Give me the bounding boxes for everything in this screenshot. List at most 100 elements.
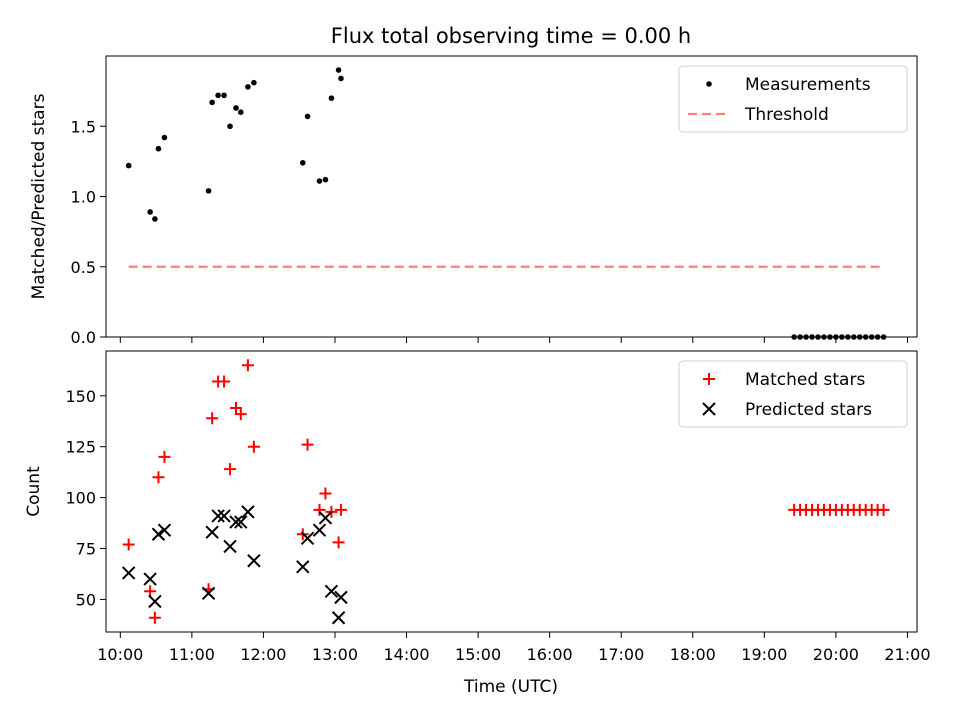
series-matched-stars (122, 359, 890, 624)
matched-stars-point (158, 450, 171, 463)
y-axis-label: Matched/Predicted stars (29, 93, 49, 299)
matched-stars-point (313, 503, 326, 516)
legend-label: Measurements (745, 75, 871, 95)
matched-stars-point (206, 412, 219, 425)
x-tick-label: 13:00 (312, 645, 358, 664)
x-tick-label: 16:00 (527, 645, 573, 664)
predicted-stars-point (247, 554, 261, 568)
measurement-point (215, 92, 221, 99)
matched-stars-point (319, 487, 332, 500)
matched-stars-point (325, 505, 338, 518)
y-tick-label: 50 (76, 590, 96, 609)
matched-stars-point (148, 611, 161, 624)
measurement-point (322, 176, 329, 183)
predicted-stars-point (217, 509, 231, 523)
plot-frame (105, 350, 918, 633)
predicted-stars-point (296, 560, 310, 574)
predicted-stars-point (318, 511, 333, 525)
measurement-point (328, 95, 335, 101)
y-tick-label: 0.5 (71, 258, 96, 277)
matched-stars-point (229, 402, 242, 415)
matched-stars-point (332, 536, 345, 549)
x-tick-label: 11:00 (169, 645, 215, 664)
predicted-stars-point (121, 566, 136, 580)
measurement-point (227, 123, 233, 130)
measurement-point (304, 113, 311, 120)
x-tick-label: 19:00 (741, 645, 787, 664)
y-tick-label: 125 (65, 438, 96, 457)
legend: Measurements Threshold (678, 65, 908, 133)
measurement-point (251, 79, 257, 86)
chart-title: Flux total observing time = 0.00 h (331, 24, 691, 48)
matched-stars-point (334, 503, 347, 516)
predicted-stars-point (201, 586, 216, 601)
matched-stars-point (218, 375, 231, 388)
y-tick-label: 1.5 (71, 117, 96, 136)
matched-stars-point (234, 408, 247, 421)
measurement-point (221, 92, 227, 99)
predicted-stars-point (229, 515, 243, 529)
measurement-point (316, 178, 323, 184)
measurement-point (155, 145, 162, 152)
panel-1: 0.0 0.5 1.0 1.5 Matched/Predicted stars Measu… (29, 55, 918, 347)
measurement-point (237, 109, 244, 115)
x-tick-label: 17:00 (598, 645, 644, 664)
measurement-point (233, 105, 239, 111)
matched-stars-point (241, 359, 254, 372)
predicted-stars-point (334, 590, 348, 605)
predicted-stars-point (234, 515, 248, 529)
predicted-stars-point (241, 505, 255, 519)
x-tick-label: 21:00 (884, 645, 930, 664)
measurement-point (335, 67, 342, 73)
legend: Matched stars Predicted stars (678, 360, 908, 428)
measurement-point (161, 134, 168, 141)
x-tick-label: 14:00 (383, 645, 429, 664)
matched-stars-point (877, 503, 890, 516)
measurement-point (299, 159, 306, 166)
predicted-stars-point (157, 523, 172, 537)
predicted-stars-point (312, 523, 327, 537)
predicted-stars-point (223, 539, 237, 554)
y-tick-label: 100 (65, 489, 96, 508)
measurement-point (209, 99, 215, 106)
measurement-point (338, 75, 344, 82)
legend-label: Matched stars (745, 370, 865, 390)
measurement-point (152, 216, 158, 222)
predicted-stars-point (148, 594, 162, 609)
legend-label: Predicted stars (745, 400, 872, 420)
predicted-stars-point (143, 572, 157, 586)
legend-label: Threshold (744, 105, 829, 125)
plot-frame (105, 55, 918, 338)
legend-marker (702, 402, 716, 416)
y-tick-label: 0.0 (71, 328, 96, 347)
predicted-stars-point (300, 531, 315, 546)
matched-stars-point (122, 538, 135, 551)
predicted-stars-point (324, 584, 339, 598)
y-axis-label: Count (24, 466, 44, 517)
predicted-stars-point (331, 611, 346, 625)
matched-stars-point (152, 471, 165, 484)
legend-marker (703, 373, 715, 385)
x-axis-label: Time (UTC) (463, 677, 558, 697)
series-predicted-stars (121, 505, 348, 625)
panel-2: 50 75 100 125 150 10:00 11:00 12:00 13:00 14:00 15… (24, 350, 931, 664)
matched-stars-point (301, 438, 314, 451)
x-tick-label: 10:00 (97, 645, 143, 664)
x-tick-label: 20:00 (813, 645, 859, 664)
x-tick-label: 12:00 (240, 645, 286, 664)
y-tick-label: 1.0 (71, 188, 96, 207)
measurement-point (147, 209, 153, 215)
x-tick-label: 18:00 (670, 645, 716, 664)
predicted-stars-point (205, 525, 219, 539)
matched-stars-point (224, 463, 237, 476)
measurement-point (125, 162, 132, 169)
x-tick-label: 15:00 (455, 645, 501, 664)
legend-marker (706, 81, 712, 87)
measurement-point (245, 84, 251, 90)
predicted-stars-point (151, 527, 166, 541)
predicted-stars-point (211, 509, 225, 523)
matched-stars-point (247, 440, 260, 453)
y-tick-label: 150 (65, 387, 96, 406)
measurement-point (205, 188, 212, 194)
